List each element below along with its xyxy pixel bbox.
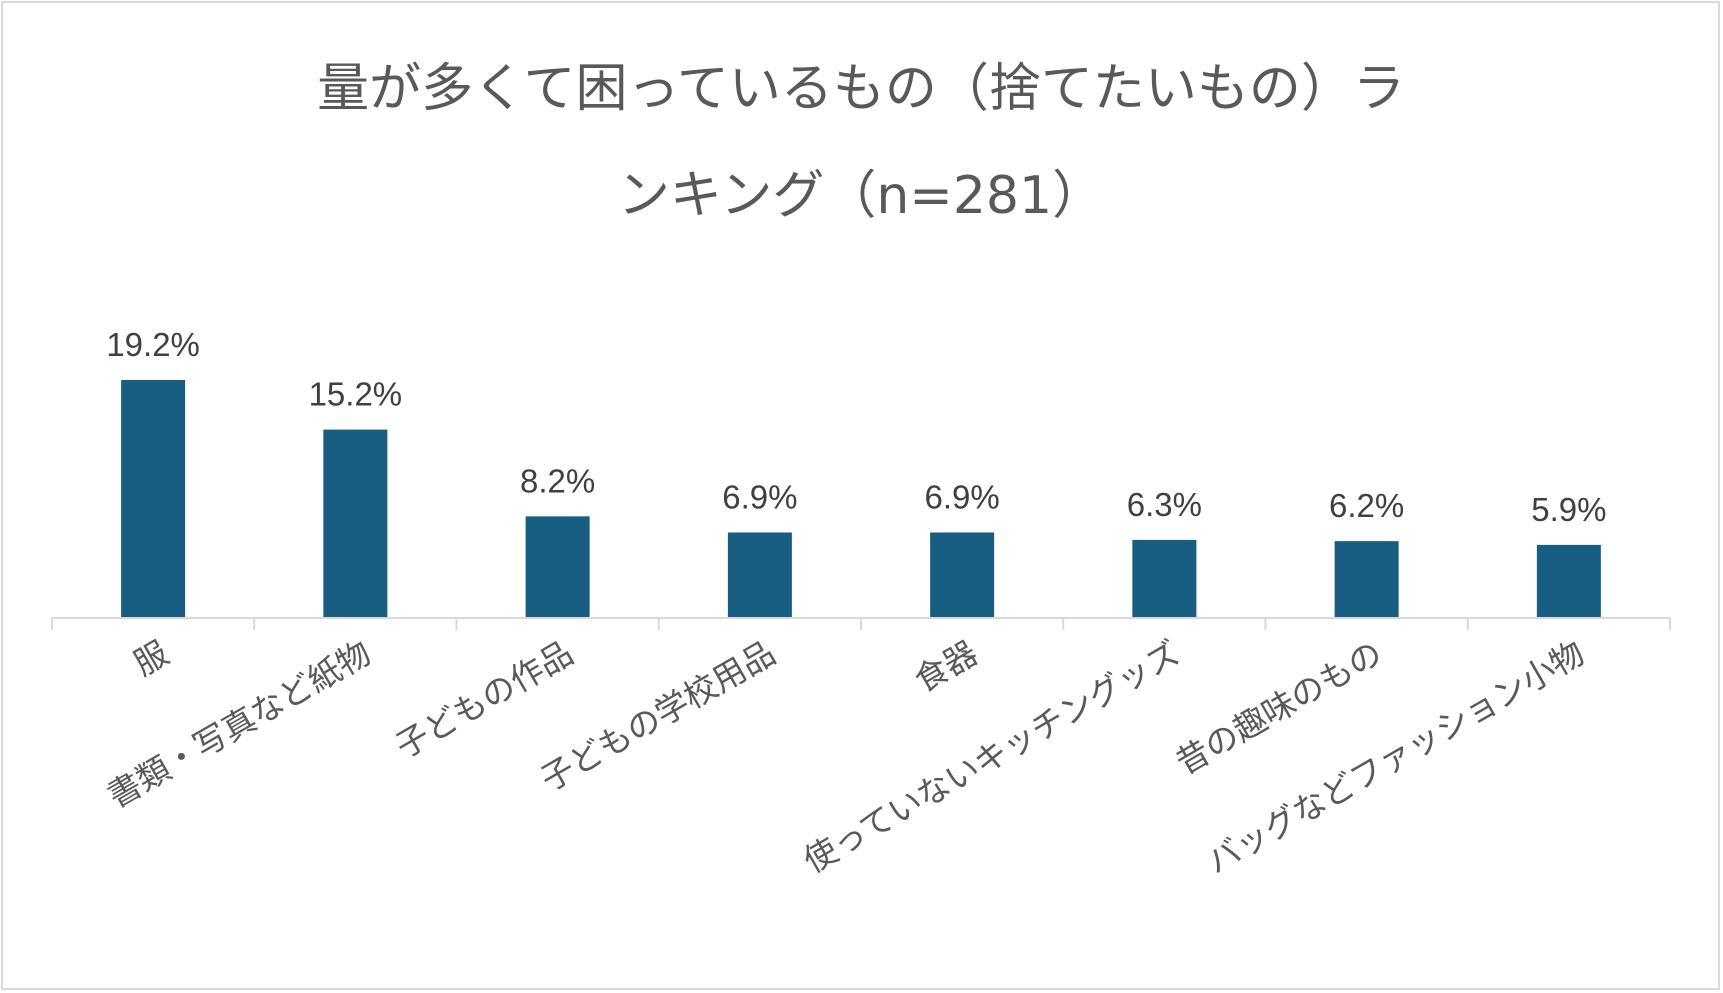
value-label-0: 19.2% [106, 326, 200, 363]
category-label-2: 子どもの作品 [389, 633, 580, 766]
chart-title-line1: 量が多くて困っているもの（捨てたいもの）ラ [317, 59, 1405, 119]
bars-group [121, 380, 1601, 618]
bar-3 [727, 532, 792, 618]
category-label-7: バッグなどファッション小物 [1200, 633, 1591, 881]
value-label-4: 6.9% [925, 478, 1000, 515]
bar-5 [1132, 539, 1197, 618]
value-label-7: 5.9% [1531, 491, 1606, 528]
value-labels-group: 19.2% 15.2% 8.2% 6.9% 6.9% 6.3% 6.2% 5.9% [106, 326, 1606, 528]
chart-title-line2: ンキング（n=281） [618, 166, 1104, 226]
x-axis [51, 617, 1671, 630]
bar-7 [1536, 544, 1601, 618]
value-label-3: 6.9% [722, 478, 797, 515]
bar-2 [525, 516, 590, 618]
bar-4 [930, 532, 995, 618]
value-label-6: 6.2% [1329, 487, 1404, 524]
category-label-0: 服 [127, 633, 175, 683]
bar-1 [323, 429, 388, 618]
bar-6 [1334, 541, 1399, 618]
value-label-1: 15.2% [309, 376, 403, 413]
category-label-5: 使っていないキッチングッズ [797, 633, 1187, 880]
bar-0 [121, 380, 186, 618]
category-label-4: 食器 [907, 633, 984, 700]
value-label-2: 8.2% [520, 462, 595, 499]
value-label-5: 6.3% [1127, 486, 1202, 523]
